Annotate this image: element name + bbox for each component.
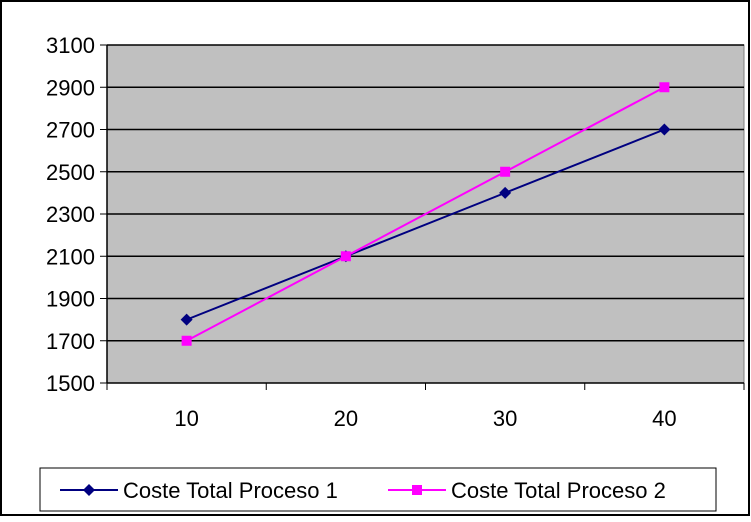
data-point-series-2 — [181, 335, 192, 346]
data-point-series-2 — [340, 251, 351, 262]
y-tick-label: 1500 — [46, 371, 95, 396]
x-tick-label: 40 — [652, 406, 676, 431]
y-tick-label: 2500 — [46, 160, 95, 185]
legend-marker-square-icon — [412, 485, 422, 495]
legend: Coste Total Proceso 1 Coste Total Proces… — [39, 467, 717, 512]
x-tick-label: 20 — [334, 406, 358, 431]
series-line-1 — [186, 128, 665, 321]
y-tick-label: 2900 — [46, 75, 95, 100]
data-point-series-1 — [180, 313, 193, 326]
gridlines — [107, 44, 744, 342]
y-tick-label: 2700 — [46, 118, 95, 143]
data-point-series-1 — [499, 186, 512, 199]
y-tick-label: 1700 — [46, 329, 95, 354]
legend-label-series-1: Coste Total Proceso 1 — [123, 478, 338, 503]
legend-box — [39, 467, 717, 512]
y-tick-label: 2300 — [46, 202, 95, 227]
x-tick-label: 30 — [493, 406, 517, 431]
data-point-series-2 — [500, 166, 511, 177]
series-layer — [180, 82, 671, 346]
y-tick-label: 1900 — [46, 287, 95, 312]
legend-label-series-2: Coste Total Proceso 2 — [451, 478, 666, 503]
series-line-2 — [186, 86, 665, 342]
data-point-series-1 — [658, 123, 671, 136]
y-tick-label: 3100 — [46, 33, 95, 58]
axes: 1500 1700 1900 2100 2300 2500 2700 2900 3100 10 20… — [46, 33, 745, 431]
x-tick-label: 10 — [174, 406, 198, 431]
data-point-series-2 — [659, 82, 670, 93]
y-tick-label: 2100 — [46, 244, 95, 269]
legend-marker-diamond-icon — [83, 484, 95, 496]
